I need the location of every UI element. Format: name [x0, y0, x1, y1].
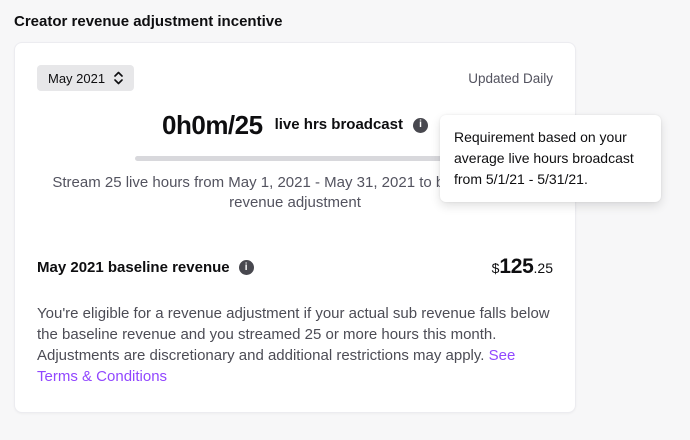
live-hours-value: 0h0m/25	[162, 110, 263, 140]
amount-currency: $	[491, 260, 500, 276]
card-header: May 2021 Updated Daily	[37, 65, 553, 91]
updated-daily-label: Updated Daily	[468, 70, 553, 86]
requirement-tooltip: Requirement based on your average live h…	[440, 115, 661, 202]
eligibility-body: You're eligible for a revenue adjustment…	[37, 305, 550, 364]
amount-dollars: 125	[499, 255, 534, 278]
baseline-revenue-amount: $125.25	[492, 255, 553, 279]
live-hours-unit-label: live hrs broadcast	[274, 116, 403, 133]
live-hours-progress-bar	[135, 156, 455, 161]
baseline-revenue-row: May 2021 baseline revenue i $125.25	[37, 255, 553, 279]
month-select-dropdown[interactable]: May 2021	[37, 65, 135, 91]
amount-cents: .25	[533, 260, 553, 276]
stream-requirement-subtitle: Stream 25 live hours from May 1, 2021 - …	[52, 174, 538, 211]
baseline-revenue-label: May 2021 baseline revenue	[37, 258, 230, 276]
page-title: Creator revenue adjustment incentive	[14, 13, 283, 30]
baseline-revenue-info-icon[interactable]: i	[238, 259, 254, 275]
month-select-value: May 2021	[48, 70, 106, 86]
baseline-revenue-label-group: May 2021 baseline revenue i	[37, 259, 254, 276]
chevron-updown-icon	[114, 71, 123, 85]
live-hours-info-icon[interactable]: i	[412, 117, 428, 133]
requirement-tooltip-text: Requirement based on your average live h…	[454, 129, 634, 187]
live-hours-stat: 0h0m/25 live hrs broadcast i	[37, 109, 553, 141]
eligibility-text: You're eligible for a revenue adjustment…	[37, 303, 553, 387]
revenue-incentive-card: May 2021 Updated Daily 0h0m/25 live hrs …	[14, 42, 576, 413]
terms-and-conditions-link[interactable]: See Terms & Conditions	[37, 347, 516, 385]
